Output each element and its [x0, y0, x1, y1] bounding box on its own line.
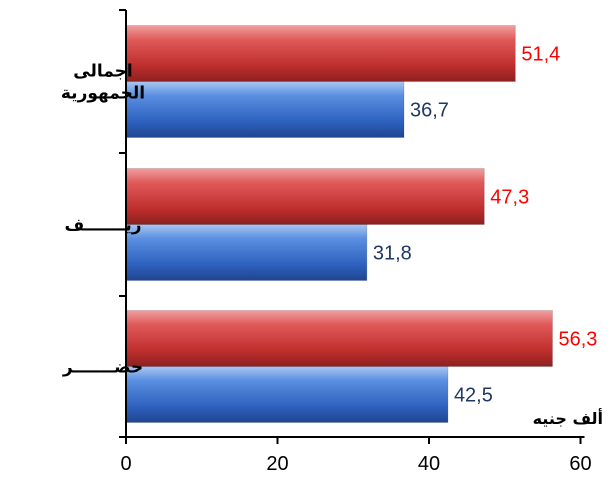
category-label: ريـــــــف — [64, 216, 141, 236]
x-tick-label: 0 — [120, 453, 131, 475]
bar-red — [125, 25, 516, 82]
category-label: حضـــــــر — [62, 358, 143, 378]
axes-group: 0 20 40 60 — [119, 9, 592, 475]
x-tick-label: 40 — [418, 453, 440, 475]
value-label-red: 51,4 — [521, 44, 560, 66]
bar-blue — [125, 224, 368, 281]
x-tick-label: 20 — [266, 453, 288, 475]
bar-red — [125, 168, 485, 225]
value-label-red: 47,3 — [490, 187, 529, 209]
unit-label: ألف جنيه — [533, 408, 603, 428]
category-label: الجمهورية — [61, 84, 145, 104]
category-label: اجمالى — [73, 62, 132, 82]
bar-blue — [125, 81, 405, 138]
value-label-blue: 42,5 — [454, 385, 493, 407]
bar-blue — [125, 366, 449, 423]
value-label-red: 56,3 — [558, 329, 597, 351]
x-tick-label: 60 — [569, 453, 591, 475]
labels-group: 56,3 42,5 حضـــــــر 47,3 31,8 ريـــــــف 51,4… — [61, 44, 598, 407]
bars-group — [125, 25, 553, 423]
value-label-blue: 36,7 — [410, 100, 449, 122]
value-label-blue: 31,8 — [373, 243, 412, 265]
bar-red — [125, 310, 553, 367]
